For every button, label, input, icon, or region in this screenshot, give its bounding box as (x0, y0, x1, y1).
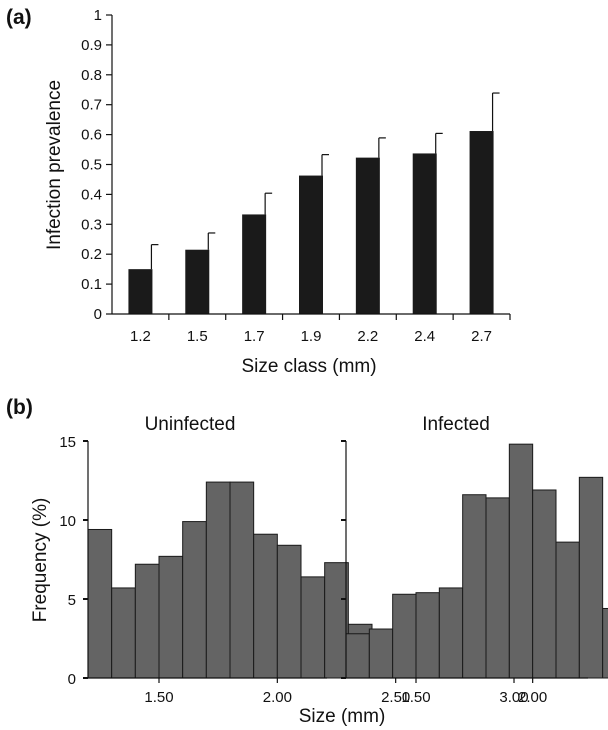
uninfected-x-tick-label: 2.50 (381, 689, 410, 706)
panel-a-x-tick-label: 2.7 (471, 328, 492, 345)
panel-a-y-tick-label: 0.2 (81, 246, 102, 263)
panel-a-y-tick-label: 0.4 (81, 186, 102, 203)
panel-a-bar (355, 157, 380, 314)
uninfected-x-tick-label: 2.00 (263, 689, 292, 706)
infected-histogram-bar (485, 497, 510, 679)
infected-histogram-bar (555, 541, 580, 679)
infected-title: Infected (422, 414, 490, 435)
infected-histogram-bar (345, 633, 370, 679)
uninfected-histogram-bar (158, 555, 184, 679)
infected-histogram-bar (578, 476, 604, 679)
panel-a-x-tick-label: 2.2 (357, 328, 378, 345)
uninfected-y-tick-label: 5 (68, 592, 76, 609)
uninfected-title: Uninfected (145, 414, 236, 435)
uninfected-y-tick-label: 15 (59, 434, 76, 451)
panel-a-y-tick-label: 0.3 (81, 216, 102, 233)
infected-x-tick-label: 2.00 (518, 689, 547, 706)
panel-a-x-tick-label: 1.7 (244, 328, 265, 345)
uninfected-y-tick-label: 10 (59, 513, 76, 530)
infected-histogram-bar (532, 489, 557, 679)
panel-a-y-tick-label: 1 (94, 7, 102, 24)
panel-a-x-tick-label: 1.9 (301, 328, 322, 345)
infected-histogram-bar (392, 593, 417, 679)
panel-a-bar (412, 153, 437, 314)
uninfected-histogram-bar (300, 576, 326, 679)
uninfected-histogram-bar (324, 562, 349, 679)
panel-a-y-tick-label: 0.9 (81, 37, 102, 54)
panel-a-x-tick-label: 2.4 (414, 328, 435, 345)
uninfected-x-tick-label: 1.50 (144, 689, 173, 706)
panel-a-y-tick-label: 0 (94, 306, 102, 323)
panel-a-bar (469, 131, 494, 314)
infected-histogram-bar (415, 592, 440, 679)
panel-a-x-tick-label: 1.2 (130, 328, 151, 345)
panel-b-label: (b) (6, 396, 33, 419)
panel-a-bar-chart: (a) Infection prevalence Size class (mm)… (6, 6, 511, 377)
infected-x-tick-label: 1.50 (401, 689, 430, 706)
uninfected-histogram-bar (111, 587, 136, 679)
panel-a-bar (185, 249, 210, 314)
panel-a-y-tick-label: 0.8 (81, 67, 102, 84)
uninfected-histogram-bar (87, 528, 113, 679)
uninfected-histogram-bar (276, 544, 302, 679)
panel-a-x-axis-title: Size class (mm) (241, 356, 376, 377)
infected-histogram-bar (438, 587, 464, 679)
infected-histogram-bar (508, 443, 534, 679)
uninfected-histogram-bar (205, 481, 231, 679)
uninfected-histogram-bar (182, 521, 207, 679)
infected-histogram-bar (462, 494, 487, 679)
uninfected-histogram: Uninfected 0 5 10 15 1.50 2.00 2.50 3.00 (59, 414, 528, 706)
panel-a-y-axis-title: Infection prevalence (44, 80, 65, 250)
infected-histogram-bar (368, 628, 394, 679)
uninfected-x-tick-label: 3.00 (499, 689, 528, 706)
panel-b-y-axis-title: Frequency (%) (30, 498, 51, 623)
uninfected-histogram-bar (134, 563, 160, 679)
panel-a-label: (a) (6, 6, 32, 29)
panel-a-y-tick-label: 0.6 (81, 127, 102, 144)
panel-a-y-tick-label: 0.7 (81, 97, 102, 114)
panel-a-bar (242, 214, 267, 314)
panel-a-bar (299, 175, 323, 314)
uninfected-y-tick-label: 0 (68, 671, 76, 688)
panel-b-histograms: (b) Frequency (%) Size (mm) Uninfected 0… (6, 396, 608, 727)
infected-histogram-bar (602, 607, 608, 679)
panel-b-x-axis-title: Size (mm) (299, 706, 386, 727)
panel-a-y-tick-label: 0.5 (81, 157, 102, 174)
panel-a-x-tick-label: 1.5 (187, 328, 208, 345)
uninfected-histogram-bar (229, 481, 255, 679)
infected-histogram: Infected 1.50 2.00 2.50 3.00 (341, 414, 608, 706)
panel-a-bar (128, 269, 153, 314)
uninfected-histogram-bar (253, 533, 278, 679)
panel-a-y-tick-label: 0.1 (81, 276, 102, 293)
